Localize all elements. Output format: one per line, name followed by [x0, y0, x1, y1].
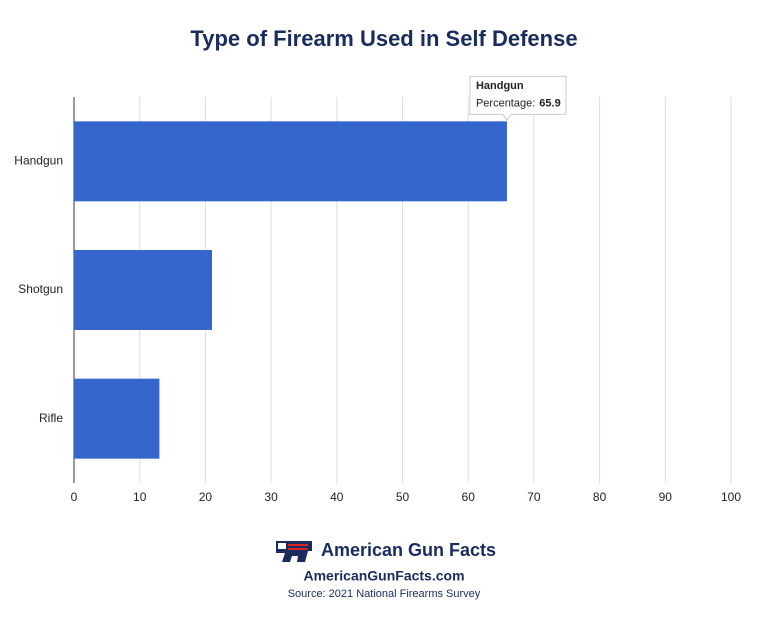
tooltip-label: Percentage: [476, 97, 535, 109]
y-tick-label: Handgun [14, 154, 63, 168]
tooltip-body: Percentage: 65.9 [476, 97, 561, 109]
x-tick-label: 60 [462, 490, 476, 504]
tooltip: Handgun Percentage: 65.9 [469, 75, 567, 122]
bar [74, 378, 160, 459]
x-tick-label: 90 [659, 490, 673, 504]
x-tick-label: 50 [396, 490, 410, 504]
x-tick-label: 70 [527, 490, 541, 504]
x-tick-label: 0 [71, 490, 78, 504]
x-tick-label: 40 [330, 490, 344, 504]
chart-title: Type of Firearm Used in Self Defense [190, 26, 577, 51]
source: Source: 2021 National Firearms Survey [288, 588, 481, 600]
y-tick-label: Shotgun [18, 282, 63, 296]
tooltip-title: Handgun [476, 80, 524, 92]
brand: American Gun Facts [321, 540, 496, 560]
bar [74, 250, 212, 330]
x-tick-label: 20 [199, 490, 213, 504]
x-tick-label: 30 [264, 490, 278, 504]
url: AmericanGunFacts.com [303, 568, 464, 584]
bar [74, 121, 507, 202]
tooltip-value: 65.9 [539, 97, 560, 109]
y-tick-label: Rifle [39, 411, 63, 425]
x-tick-label: 10 [133, 490, 147, 504]
x-tick-label: 100 [721, 490, 741, 504]
logo [276, 541, 312, 562]
x-tick-label: 80 [593, 490, 607, 504]
tooltip-box [469, 75, 567, 122]
